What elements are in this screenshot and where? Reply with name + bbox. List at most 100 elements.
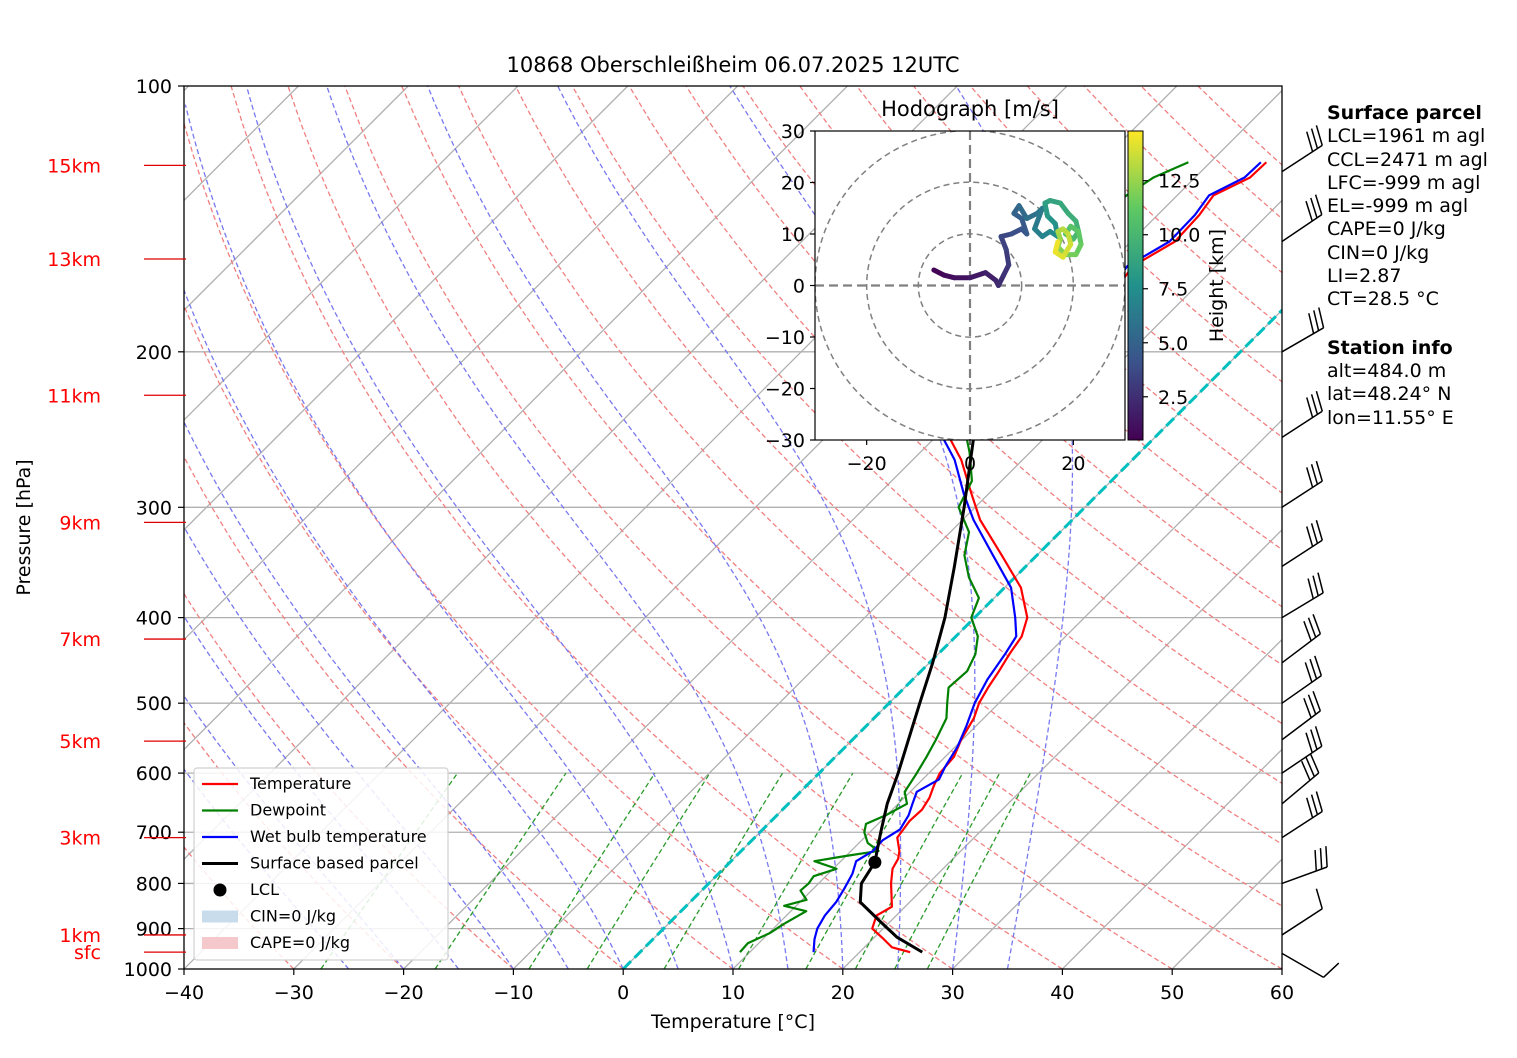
legend-swatch: [202, 937, 238, 949]
legend-label: Temperature: [249, 774, 351, 793]
y-tick-label: 1000: [124, 959, 172, 981]
height-label: 13km: [47, 249, 101, 271]
moist-adiabat: [326, 86, 789, 969]
legend-label: Wet bulb temperature: [250, 827, 427, 846]
x-tick-label: 60: [1270, 982, 1294, 1004]
y-tick-label: 700: [136, 822, 172, 844]
hodograph-segment: [1060, 241, 1074, 260]
colorbar-tick-label: 10.0: [1158, 225, 1200, 247]
wind-barb: [1281, 614, 1322, 664]
dry-adiabat: [184, 121, 844, 969]
mixing-ratio-line: [586, 772, 711, 969]
legend-swatch: [213, 883, 227, 897]
mixing-ratio-line: [528, 772, 656, 969]
x-tick-label: −30: [274, 982, 314, 1004]
wind-barb: [1281, 125, 1323, 173]
colorbar-tick-label: 12.5: [1158, 171, 1200, 193]
wind-barb: [1281, 952, 1340, 978]
mixing-ratio-line: [926, 772, 1031, 969]
x-tick-label: 50: [1160, 982, 1184, 1004]
isotherm-gridline: [732, 419, 1282, 969]
height-label: 9km: [59, 512, 101, 534]
surface-parcel-line: EL=-999 m agl: [1327, 195, 1469, 218]
legend-box: [193, 767, 449, 961]
x-tick-label: 30: [941, 982, 965, 1004]
wind-barb: [1281, 572, 1324, 619]
x-tick-label: −10: [493, 982, 533, 1004]
height-label: 5km: [59, 731, 101, 753]
hodograph-segment: [1016, 203, 1030, 222]
wind-barb: [1281, 753, 1320, 805]
legend-label: Dewpoint: [250, 801, 326, 820]
hodograph-x-tick-label: 0: [964, 453, 976, 475]
wind-barb: [1281, 390, 1323, 439]
dry-adiabat: [184, 455, 624, 969]
hodograph-x-tick-label: 20: [1061, 453, 1085, 475]
wind-barb: [1281, 194, 1323, 243]
hodograph-y-tick-label: −30: [765, 430, 805, 452]
legend-swatch: [202, 910, 238, 923]
colorbar: [1127, 130, 1144, 441]
y-tick-label: 600: [136, 763, 172, 785]
mixing-ratio-line: [434, 772, 567, 969]
surface-parcel-line: CAPE=0 J/kg: [1327, 218, 1446, 241]
surface-parcel-heading: Surface parcel: [1327, 102, 1482, 124]
hodograph-y-tick-label: 20: [781, 173, 805, 195]
mixing-ratio-line: [805, 772, 917, 969]
height-label: 11km: [47, 385, 101, 407]
y-axis-label: Pressure [hPa]: [13, 459, 35, 595]
station-info-line: lat=48.24° N: [1327, 383, 1452, 406]
legend-label: Surface based parcel: [250, 854, 419, 873]
mixing-ratio-line: [738, 772, 854, 969]
height-label: 1km: [59, 925, 101, 947]
x-axis-label: Temperature [°C]: [650, 1011, 815, 1033]
surface-parcel-line: CIN=0 J/kg: [1327, 241, 1430, 264]
surface-parcel-line: CT=28.5 °C: [1327, 288, 1439, 311]
wind-barb: [1281, 846, 1328, 885]
height-label: 7km: [59, 629, 101, 651]
moist-adiabat: [184, 525, 514, 969]
mixing-ratio-line: [663, 772, 784, 969]
moist-adiabat: [427, 86, 844, 969]
station-info-heading: Station info: [1327, 336, 1453, 359]
isotherm-gridline: [184, 86, 409, 312]
isotherm-gridline: [184, 86, 519, 421]
wind-barb: [1281, 520, 1323, 568]
chart-title: 10868 Oberschleißheim 06.07.2025 12UTC: [507, 53, 960, 77]
isotherm-gridline: [184, 86, 739, 641]
dry-adiabat: [458, 86, 1282, 907]
isotherm-gridline: [512, 199, 1282, 969]
y-tick-label: 800: [136, 873, 172, 895]
legend: Temperature Dewpoint Wet bulb temperature S…: [193, 767, 449, 961]
hodograph-y-tick-label: 30: [781, 121, 805, 143]
legend-label: CIN=0 J/kg: [250, 907, 336, 926]
moist-adiabat: [184, 420, 569, 969]
height-label: 15km: [47, 155, 101, 177]
station-info-line: alt=484.0 m: [1327, 359, 1447, 382]
colorbar-tick-label: 7.5: [1158, 279, 1188, 301]
y-tick-label: 900: [136, 919, 172, 941]
mixing-ratio-line: [894, 772, 1001, 969]
dry-adiabat: [571, 86, 1282, 785]
legend-label: LCL: [250, 880, 279, 899]
height-label: 3km: [59, 828, 101, 850]
isotherm-gridline: [842, 528, 1282, 969]
x-tick-label: −20: [384, 982, 424, 1004]
lcl-marker: [868, 855, 882, 869]
hodograph-segment: [1019, 216, 1030, 237]
x-tick-label: 0: [617, 982, 629, 1004]
surface-parcel-line: LI=2.87: [1327, 265, 1402, 288]
hodograph-y-tick-label: 10: [781, 224, 805, 246]
dry-adiabat: [401, 86, 1282, 969]
mixing-ratio-line: [854, 772, 964, 969]
wind-barb: [1281, 726, 1323, 774]
x-tick-label: −40: [164, 982, 204, 1004]
wind-barb: [1281, 791, 1323, 839]
x-tick-label: 40: [1050, 982, 1074, 1004]
isotherm-gridline: [184, 86, 629, 531]
height-label: sfc: [74, 942, 101, 964]
isotherm-gridline: [1061, 748, 1282, 969]
hodograph-y-tick-label: −10: [765, 327, 805, 349]
legend-label: CAPE=0 J/kg: [250, 933, 350, 952]
moist-adiabat: [557, 86, 902, 969]
